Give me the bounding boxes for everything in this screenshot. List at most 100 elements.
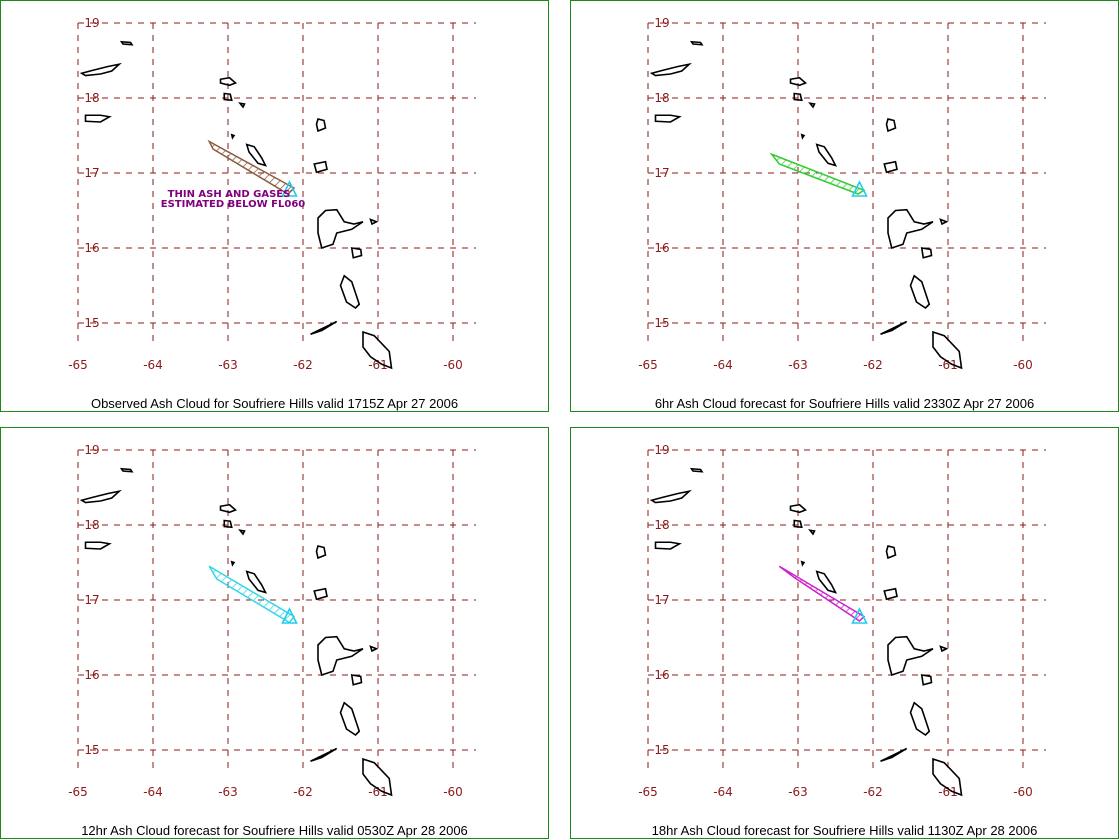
island-outline bbox=[880, 320, 908, 336]
lon-tick-label: -61 bbox=[368, 785, 388, 799]
lon-tick-label: -65 bbox=[68, 785, 88, 799]
island-outline bbox=[119, 40, 134, 46]
lat-tick-label: 16 bbox=[84, 241, 99, 255]
lon-tick-label: -60 bbox=[443, 785, 463, 799]
island-outline bbox=[362, 757, 393, 797]
island-outline bbox=[808, 529, 816, 536]
ash-note-line2: ESTIMATED BELOW FL060 bbox=[161, 199, 306, 210]
lon-tick-label: -60 bbox=[1013, 358, 1033, 372]
lat-tick-label: 15 bbox=[654, 743, 669, 757]
ash-cloud-polygon bbox=[207, 139, 296, 195]
island-outline bbox=[84, 114, 112, 123]
island-outline bbox=[79, 62, 122, 77]
lat-tick-label: 17 bbox=[84, 166, 99, 180]
lon-tick-label: -64 bbox=[143, 358, 163, 372]
panel-caption: 18hr Ash Cloud forecast for Soufriere Hi… bbox=[651, 823, 1038, 838]
island-outline bbox=[223, 519, 233, 529]
lat-tick-label: 17 bbox=[654, 166, 669, 180]
island-outline bbox=[689, 467, 704, 473]
lon-tick-label: -63 bbox=[218, 785, 238, 799]
lat-lon-grid: -65 -64 -63 -62 -61 -60 19 18 17 16 15 bbox=[68, 16, 476, 372]
map-canvas: -65 -64 -63 -62 -61 -60 19 18 17 16 15 bbox=[68, 443, 476, 799]
volcano-icon bbox=[851, 607, 868, 624]
island-outline bbox=[800, 133, 806, 140]
lon-tick-label: -63 bbox=[788, 785, 808, 799]
island-outline bbox=[219, 503, 238, 514]
lat-lon-grid: -65 -64 -63 -62 -61 -60 19 18 17 16 15 bbox=[638, 16, 1046, 372]
island-outline bbox=[815, 570, 838, 594]
lon-tick-label: -61 bbox=[368, 358, 388, 372]
map-panel-6hr: -65 -64 -63 -62 -61 -60 19 18 17 16 15 6hr Ash Clo… bbox=[570, 0, 1119, 412]
island-outline bbox=[932, 757, 963, 797]
island-outline bbox=[315, 545, 327, 560]
lon-tick-label: -65 bbox=[638, 358, 658, 372]
volcano-icon bbox=[281, 180, 298, 197]
island-outline bbox=[310, 747, 338, 763]
lat-tick-label: 19 bbox=[654, 443, 669, 457]
island-outline bbox=[317, 635, 364, 677]
map-canvas: -65 -64 -63 -62 -61 -60 19 18 17 16 15 bbox=[638, 443, 1046, 799]
island-outline bbox=[887, 208, 934, 250]
island-outline bbox=[789, 76, 808, 87]
lon-tick-label: -62 bbox=[293, 358, 313, 372]
island-outline bbox=[654, 541, 682, 550]
lon-tick-label: -62 bbox=[293, 785, 313, 799]
island-outline bbox=[909, 701, 931, 737]
island-outline bbox=[310, 320, 338, 336]
island-outline bbox=[815, 143, 838, 167]
island-outline bbox=[350, 674, 363, 686]
lat-tick-label: 18 bbox=[654, 518, 669, 532]
panel-caption: 6hr Ash Cloud forecast for Soufriere Hil… bbox=[654, 396, 1035, 411]
ash-note-line1: THIN ASH AND GASES bbox=[168, 189, 291, 200]
lat-tick-label: 17 bbox=[654, 593, 669, 607]
island-outline bbox=[887, 635, 934, 677]
island-outline bbox=[808, 102, 816, 109]
island-outline bbox=[79, 489, 122, 504]
island-outline bbox=[649, 489, 692, 504]
island-outline bbox=[789, 503, 808, 514]
lat-lon-grid: -65 -64 -63 -62 -61 -60 19 18 17 16 15 bbox=[638, 443, 1046, 799]
island-outline bbox=[219, 76, 238, 87]
lat-tick-label: 17 bbox=[84, 593, 99, 607]
island-outline bbox=[920, 247, 933, 259]
island-outline bbox=[119, 467, 134, 473]
lon-tick-label: -64 bbox=[143, 785, 163, 799]
lat-tick-label: 16 bbox=[654, 668, 669, 682]
lon-tick-label: -60 bbox=[443, 358, 463, 372]
island-outline bbox=[313, 587, 328, 601]
coastlines bbox=[79, 40, 393, 370]
island-outline bbox=[245, 570, 268, 594]
island-outline bbox=[238, 529, 246, 536]
lat-tick-label: 15 bbox=[654, 316, 669, 330]
lon-tick-label: -64 bbox=[713, 358, 733, 372]
lon-tick-label: -64 bbox=[713, 785, 733, 799]
lon-tick-label: -63 bbox=[788, 358, 808, 372]
island-outline bbox=[223, 92, 233, 102]
lat-tick-label: 18 bbox=[654, 91, 669, 105]
island-outline bbox=[317, 208, 364, 250]
volcano-icon bbox=[281, 607, 298, 624]
island-outline bbox=[793, 519, 803, 529]
island-outline bbox=[230, 133, 236, 140]
lat-tick-label: 16 bbox=[84, 668, 99, 682]
island-outline bbox=[362, 330, 393, 370]
lon-tick-label: -61 bbox=[938, 358, 958, 372]
island-outline bbox=[883, 587, 898, 601]
island-outline bbox=[245, 143, 268, 167]
island-outline bbox=[885, 545, 897, 560]
lat-tick-label: 18 bbox=[84, 91, 99, 105]
island-outline bbox=[369, 218, 379, 226]
coastlines bbox=[649, 467, 963, 797]
island-outline bbox=[939, 645, 949, 653]
island-outline bbox=[313, 160, 328, 174]
ash-cloud-polygon bbox=[208, 565, 296, 624]
lat-tick-label: 19 bbox=[84, 443, 99, 457]
lon-tick-label: -61 bbox=[938, 785, 958, 799]
volcano-icon bbox=[851, 180, 868, 197]
lon-tick-label: -63 bbox=[218, 358, 238, 372]
ash-cloud-polygon bbox=[778, 565, 866, 622]
lon-tick-label: -65 bbox=[68, 358, 88, 372]
island-outline bbox=[880, 747, 908, 763]
island-outline bbox=[920, 674, 933, 686]
lon-tick-label: -60 bbox=[1013, 785, 1033, 799]
